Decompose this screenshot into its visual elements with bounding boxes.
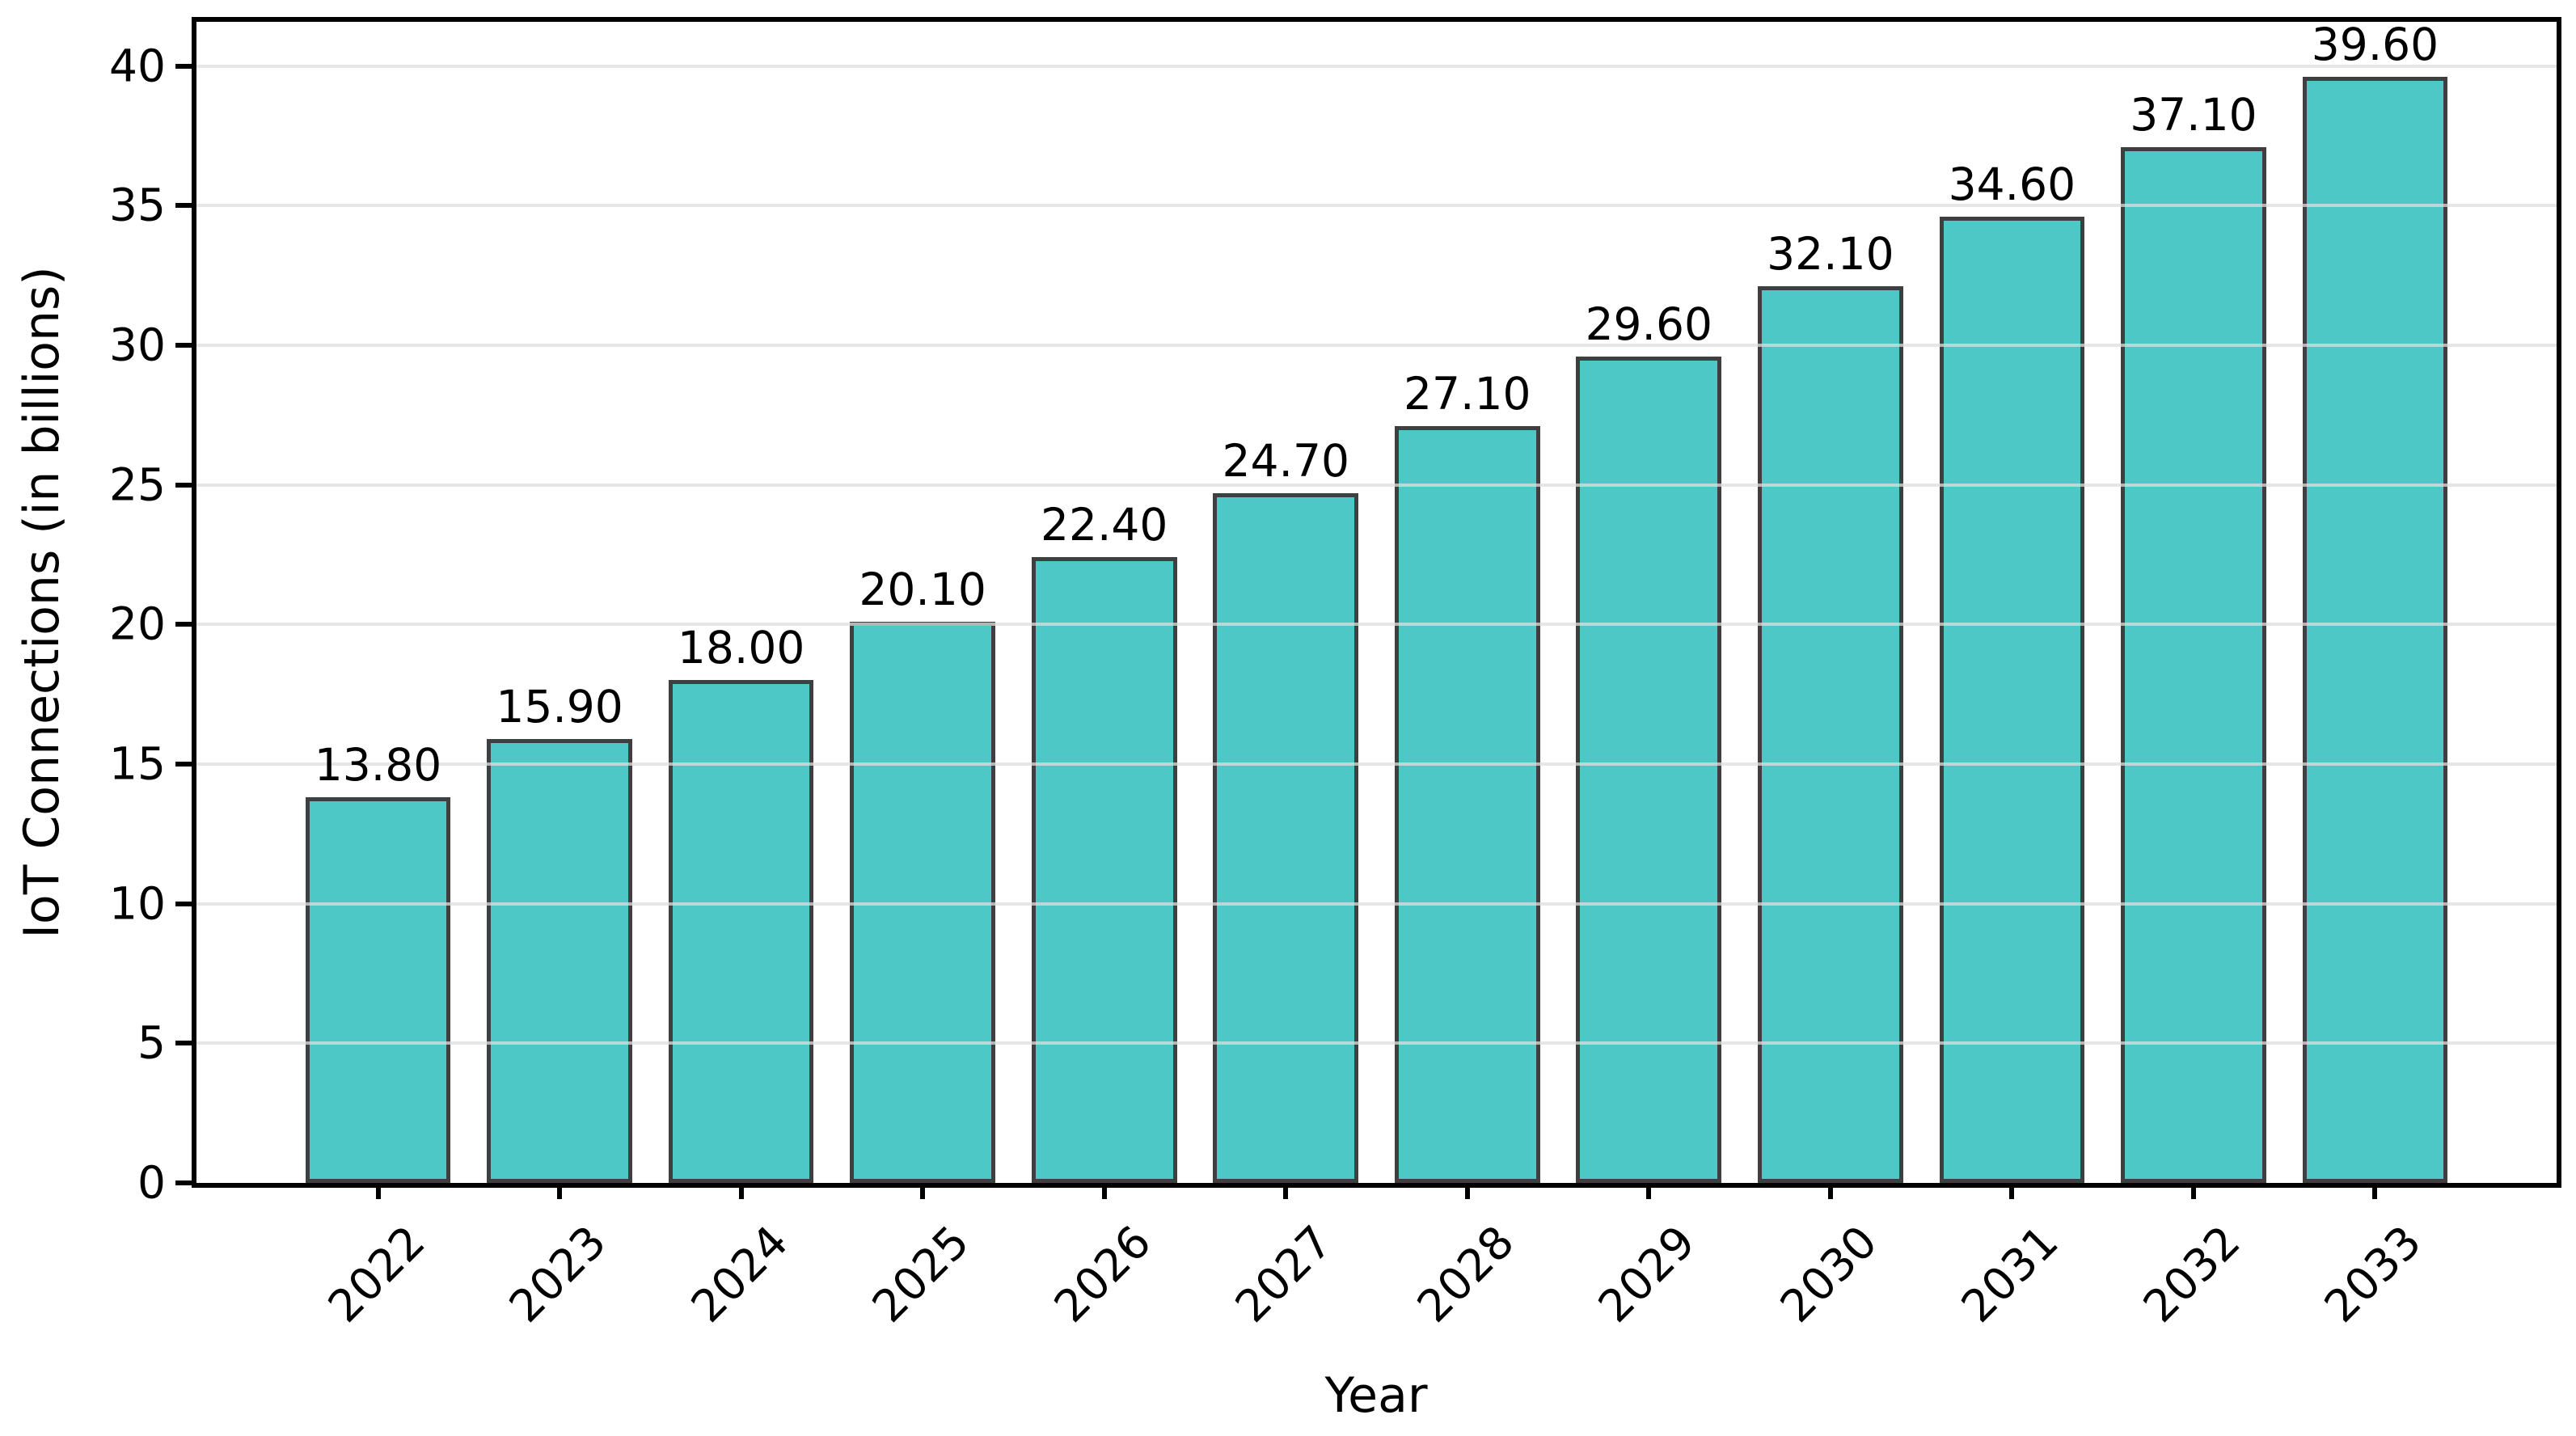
y-tick-mark — [175, 203, 192, 209]
y-tick-mark — [175, 1180, 192, 1185]
bar — [487, 738, 632, 1183]
bar — [1213, 492, 1359, 1183]
bars-layer — [196, 22, 2557, 1183]
y-tick-mark — [175, 342, 192, 348]
y-tick-label: 5 — [137, 1016, 166, 1069]
y-tick-label: 10 — [109, 877, 166, 930]
x-tick-label: 2030 — [1770, 1215, 1887, 1333]
gridline — [196, 1041, 2557, 1045]
x-tick-mark — [738, 1183, 744, 1199]
bar-value-label: 18.00 — [677, 622, 805, 674]
y-tick-label: 25 — [109, 458, 166, 511]
x-tick-label: 2025 — [862, 1215, 979, 1333]
bar-value-label: 27.10 — [1404, 368, 1531, 420]
y-tick-mark — [175, 482, 192, 488]
x-tick-mark — [1827, 1183, 1833, 1199]
bar-value-label: 15.90 — [496, 680, 623, 733]
grid-layer: 0 5 10 15 20 25 30 35 40 — [109, 22, 2557, 1205]
gridline — [196, 762, 2557, 766]
x-tick-mark — [557, 1183, 563, 1199]
plot-area: 0 5 10 15 20 25 30 35 40 13.80 2022 15.90 2023 18.00… — [109, 17, 2561, 1333]
x-tick-label: 2026 — [1044, 1215, 1161, 1333]
y-tick-label: 20 — [109, 598, 166, 650]
y-axis-title: IoT Connections (in billions) — [14, 266, 70, 939]
x-tick-mark — [2372, 1183, 2378, 1199]
y-tick-label: 30 — [109, 319, 166, 371]
bar — [1758, 286, 1903, 1183]
gridline — [196, 64, 2557, 68]
x-tick-label: 2033 — [2314, 1215, 2432, 1333]
x-tick-label: 2032 — [2133, 1215, 2250, 1333]
y-tick-mark — [175, 63, 192, 69]
gridline — [196, 623, 2557, 627]
x-tick-label: 2031 — [1951, 1215, 2069, 1333]
x-tick-label: 2022 — [318, 1215, 435, 1333]
bar-value-label: 34.60 — [1948, 158, 2076, 211]
x-tick-mark — [1646, 1183, 1652, 1199]
x-tick-mark — [920, 1183, 926, 1199]
gridline — [196, 204, 2557, 208]
gridline — [196, 483, 2557, 487]
bar — [1394, 426, 1540, 1183]
x-tick-mark — [1101, 1183, 1107, 1199]
x-tick-label: 2027 — [1225, 1215, 1342, 1333]
bar-value-label: 37.10 — [2130, 88, 2257, 141]
annotation-layer: 13.80 2022 15.90 2023 18.00 2024 20.10 2025 22.4… — [196, 19, 2557, 1333]
x-tick-mark — [1283, 1183, 1289, 1199]
y-tick-label: 0 — [137, 1156, 166, 1209]
x-tick-label: 2024 — [681, 1215, 798, 1333]
bar — [2302, 77, 2448, 1183]
y-tick-mark — [175, 901, 192, 906]
bar — [2121, 146, 2266, 1183]
bar — [1576, 356, 1722, 1183]
bar-value-label: 22.40 — [1040, 499, 1168, 551]
bar — [1031, 557, 1177, 1183]
x-tick-mark — [1464, 1183, 1470, 1199]
bar-value-label: 29.60 — [1585, 298, 1713, 350]
x-axis-title: Year — [1324, 1367, 1428, 1424]
x-tick-mark — [2190, 1183, 2196, 1199]
bar-value-label: 24.70 — [1222, 434, 1349, 487]
bar-value-label: 32.10 — [1767, 228, 1894, 281]
bar-value-label: 20.10 — [859, 563, 986, 615]
x-tick-mark — [2009, 1183, 2015, 1199]
gridline — [196, 343, 2557, 347]
y-tick-label: 15 — [109, 737, 166, 790]
y-tick-mark — [175, 1041, 192, 1046]
x-tick-mark — [375, 1183, 381, 1199]
x-tick-label: 2023 — [499, 1215, 616, 1333]
x-tick-label: 2029 — [1588, 1215, 1706, 1333]
y-tick-mark — [175, 622, 192, 627]
bar — [1939, 217, 2085, 1183]
y-tick-mark — [175, 761, 192, 767]
bar-value-label: 13.80 — [314, 739, 442, 792]
gridline — [196, 902, 2557, 906]
bar-value-label: 39.60 — [2311, 19, 2439, 71]
bar — [305, 797, 451, 1183]
y-tick-label: 35 — [109, 179, 166, 231]
x-tick-label: 2028 — [1407, 1215, 1524, 1333]
y-tick-label: 40 — [109, 40, 166, 92]
